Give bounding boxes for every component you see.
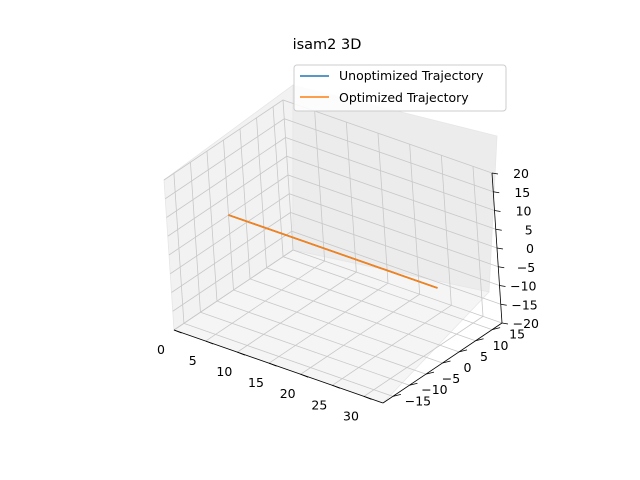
axis-lines — [173, 172, 509, 404]
y-tick-mark — [475, 338, 484, 342]
y-tick-mark — [491, 327, 501, 331]
chart-title: isam2 3D — [293, 37, 362, 53]
x-axis-line — [173, 329, 384, 404]
grid-line-z — [173, 249, 503, 331]
y-tick-mark — [409, 382, 418, 386]
axes-panes — [163, 84, 498, 404]
y-tick-label: 0 — [464, 360, 472, 375]
y-tick-label: −15 — [405, 393, 431, 408]
z-tick-mark — [494, 210, 501, 212]
series-lines — [228, 214, 438, 289]
grid-line-z — [167, 155, 496, 237]
grid-lines — [163, 99, 503, 397]
y-tick-mark — [442, 360, 451, 364]
grid-line-z — [172, 230, 501, 312]
z-tick-label: −10 — [510, 279, 536, 294]
y-tick-label: 10 — [493, 338, 509, 353]
z-tick-mark — [498, 266, 505, 269]
z-tick-label: 5 — [525, 222, 533, 237]
z-tick-mark — [500, 303, 507, 306]
grid-line-z — [168, 174, 498, 256]
grid-line-z — [165, 118, 494, 200]
y-axis-line — [382, 322, 503, 404]
y-tick-label: −5 — [442, 371, 460, 386]
z-tick-label: 10 — [516, 204, 532, 219]
y-tick-label: 15 — [509, 327, 525, 342]
z-tick-mark — [493, 191, 500, 194]
y-tick-label: 5 — [480, 349, 488, 364]
legend-label-unoptimized: Unoptimized Trajectory — [339, 68, 484, 83]
x-tick-label: 0 — [157, 342, 165, 357]
x-tick-label: 10 — [216, 364, 232, 379]
x-tick-label: 5 — [189, 353, 197, 368]
z-tick-mark — [499, 285, 506, 287]
grid-line-z — [170, 193, 499, 275]
z-tick-mark — [495, 228, 502, 231]
z-tick-mark — [491, 172, 499, 175]
z-tick-label: −15 — [511, 297, 537, 312]
legend-label-optimized: Optimized Trajectory — [339, 90, 469, 105]
y-tick-mark — [425, 371, 435, 375]
z-tick-mark — [501, 322, 509, 325]
z-tick-label: 0 — [526, 241, 534, 256]
z-tick-mark — [496, 247, 504, 250]
series-line-optimized — [228, 214, 438, 289]
x-tick-label: 15 — [248, 375, 264, 390]
z-tick-label: 20 — [513, 166, 529, 181]
legend: Unoptimized Trajectory Optimized Traject… — [293, 64, 507, 112]
z-tick-label: −5 — [517, 260, 535, 275]
x-tick-label: 25 — [311, 397, 327, 412]
legend-box — [293, 64, 507, 112]
y-tick-label: −10 — [421, 382, 447, 397]
z-tick-label: 15 — [514, 185, 530, 200]
x-tick-label: 20 — [280, 386, 296, 401]
tick-labels: 051015202530−15−10−5051015−20−15−10−5051… — [157, 166, 539, 423]
y-tick-mark — [458, 349, 468, 353]
x-tick-label: 30 — [343, 408, 359, 423]
y-tick-mark — [392, 393, 402, 397]
grid-line-z — [163, 99, 493, 181]
grid-line-z — [171, 212, 500, 293]
z-axis-line — [491, 172, 503, 324]
z-tick-label: −20 — [513, 316, 539, 331]
grid-line-z — [166, 137, 495, 218]
